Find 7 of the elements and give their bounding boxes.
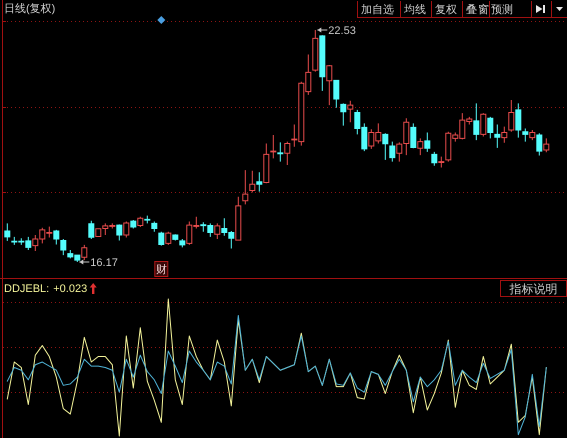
annotation: 22.53: [328, 25, 356, 37]
button: 指标说明: [500, 280, 567, 297]
chart-title: 日线(复权): [4, 2, 56, 15]
text: +0.023: [53, 283, 88, 295]
annotation: 16.17: [90, 257, 118, 269]
toolbar: 加自选 均线 复权 叠 窗 预测: [356, 0, 567, 18]
text: DDJEBL:: [4, 283, 50, 295]
